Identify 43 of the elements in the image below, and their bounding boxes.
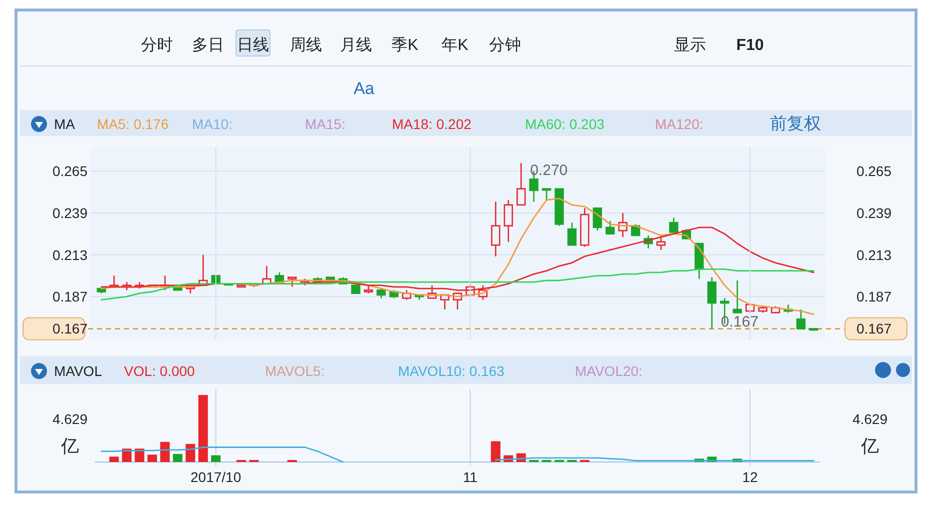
text: 多日: [192, 36, 224, 54]
x-tick-label: 12: [742, 469, 758, 485]
x-tick-label: 11: [462, 469, 478, 485]
text: MA10:: [192, 116, 232, 132]
chart-title: MAVOL: [54, 363, 102, 379]
x-tick-label: 2017/10: [190, 469, 242, 485]
text: 周线: [290, 36, 322, 54]
annotation: 0.167: [720, 314, 758, 331]
text: MAVOL5:: [265, 363, 325, 379]
text: 分钟: [489, 37, 521, 54]
ref-line-label: 0.167: [52, 320, 88, 337]
text: 显示: [674, 37, 706, 54]
text: 前复权: [770, 114, 821, 133]
series-label: VOL: 0.000: [124, 363, 196, 379]
text: 亿: [861, 436, 879, 456]
text: MA60: 0.203: [525, 116, 605, 132]
text: 亿: [60, 436, 79, 456]
text: MA120:: [655, 116, 704, 132]
y-tick-label: 0.239: [52, 204, 88, 221]
text: 4.629: [52, 411, 88, 427]
text: 年K: [442, 37, 469, 54]
text: F10: [736, 37, 764, 54]
text: 月线: [340, 36, 372, 54]
y-tick-label: 0.187: [52, 288, 88, 305]
y2-tick-label: 0.187: [856, 288, 892, 305]
text: Aa: [354, 79, 375, 98]
text: MA15:: [305, 116, 346, 132]
text: MA5: 0.176: [97, 116, 169, 132]
text: 分时: [141, 36, 173, 54]
y2-tick-label: 0.265: [856, 163, 892, 180]
text: MAVOL20:: [575, 363, 642, 379]
y-tick-label: 0.213: [52, 246, 88, 263]
chart-title: MA: [54, 116, 76, 132]
y-tick-label: 0.265: [52, 163, 88, 180]
y2-tick-label: 0.239: [856, 204, 892, 221]
text: 4.629: [852, 411, 888, 427]
text: 日线: [237, 36, 269, 54]
text: MAVOL10: 0.163: [398, 363, 505, 379]
text: 0.167: [856, 320, 892, 337]
text: 季K: [392, 36, 419, 54]
annotation: 0.270: [530, 162, 568, 180]
text: MA18: 0.202: [392, 116, 472, 132]
y2-tick-label: 0.213: [856, 246, 892, 263]
